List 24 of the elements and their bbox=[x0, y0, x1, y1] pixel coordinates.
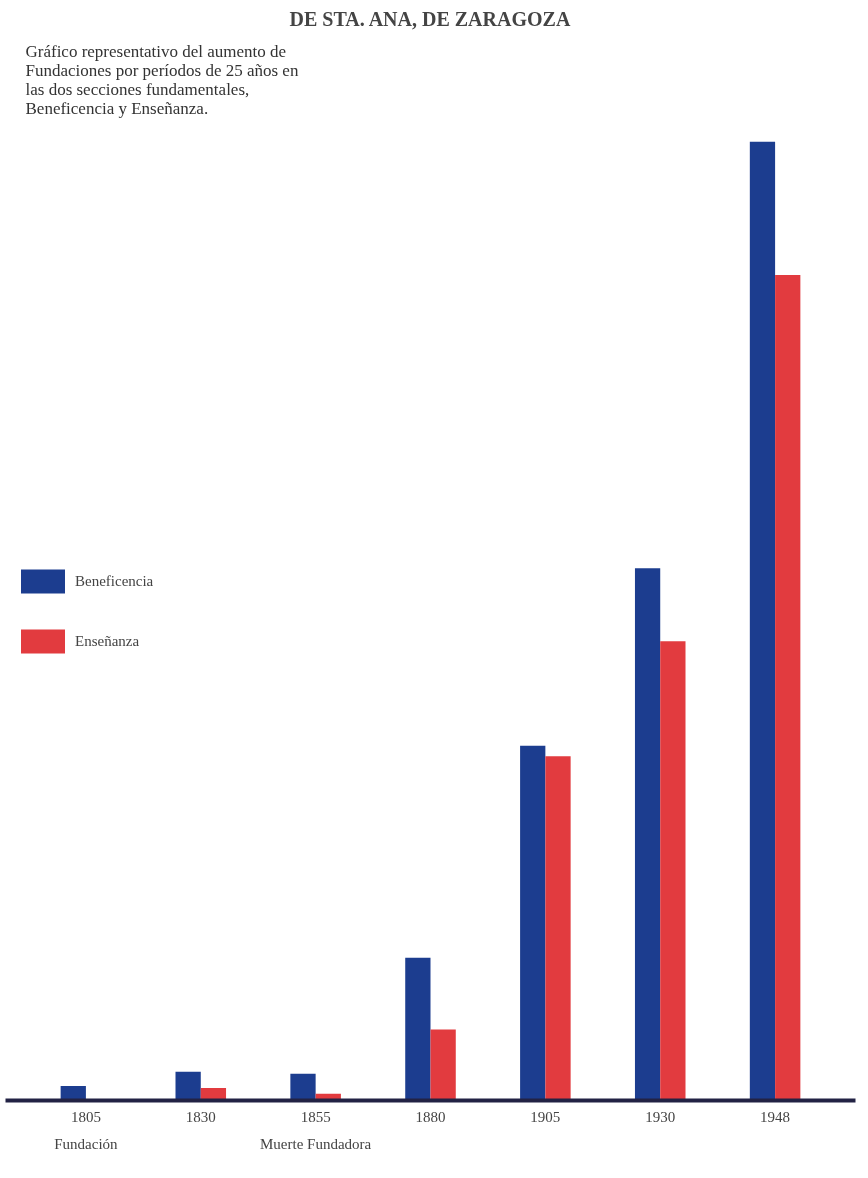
x-tick-label: 1880 bbox=[415, 1108, 446, 1125]
legend-label: Beneficencia bbox=[75, 572, 154, 590]
text: Muerte Fundadora bbox=[260, 1135, 372, 1152]
legend-label: Enseñanza bbox=[75, 632, 140, 650]
bar bbox=[430, 1029, 456, 1101]
chart-subtitle: Gráfico representativo del aumento de Fundaciones por períodos de 25 años en las dos secciones fundamentales, Beneficencia y Enseñanza. bbox=[25, 41, 299, 118]
x-tick-label: 1855 bbox=[300, 1108, 331, 1125]
bar bbox=[634, 568, 661, 1101]
chart-title: DE STA. ANA, DE ZARAGOZA bbox=[289, 7, 571, 30]
bar bbox=[405, 957, 431, 1101]
bar bbox=[175, 1071, 201, 1101]
text: Fundación bbox=[54, 1135, 119, 1152]
bar bbox=[660, 641, 686, 1101]
bar bbox=[775, 274, 801, 1101]
x-tick-label: 1948 bbox=[760, 1108, 791, 1125]
x-tick-label: 1905 bbox=[530, 1108, 561, 1125]
x-tick-label: 1830 bbox=[185, 1108, 216, 1125]
bar bbox=[520, 745, 546, 1101]
bar bbox=[290, 1073, 316, 1101]
bar bbox=[60, 1086, 86, 1101]
bar bbox=[749, 141, 776, 1101]
x-tick-label: 1930 bbox=[645, 1108, 676, 1125]
bar bbox=[545, 756, 571, 1101]
x-tick-label: 1805 bbox=[70, 1108, 101, 1125]
